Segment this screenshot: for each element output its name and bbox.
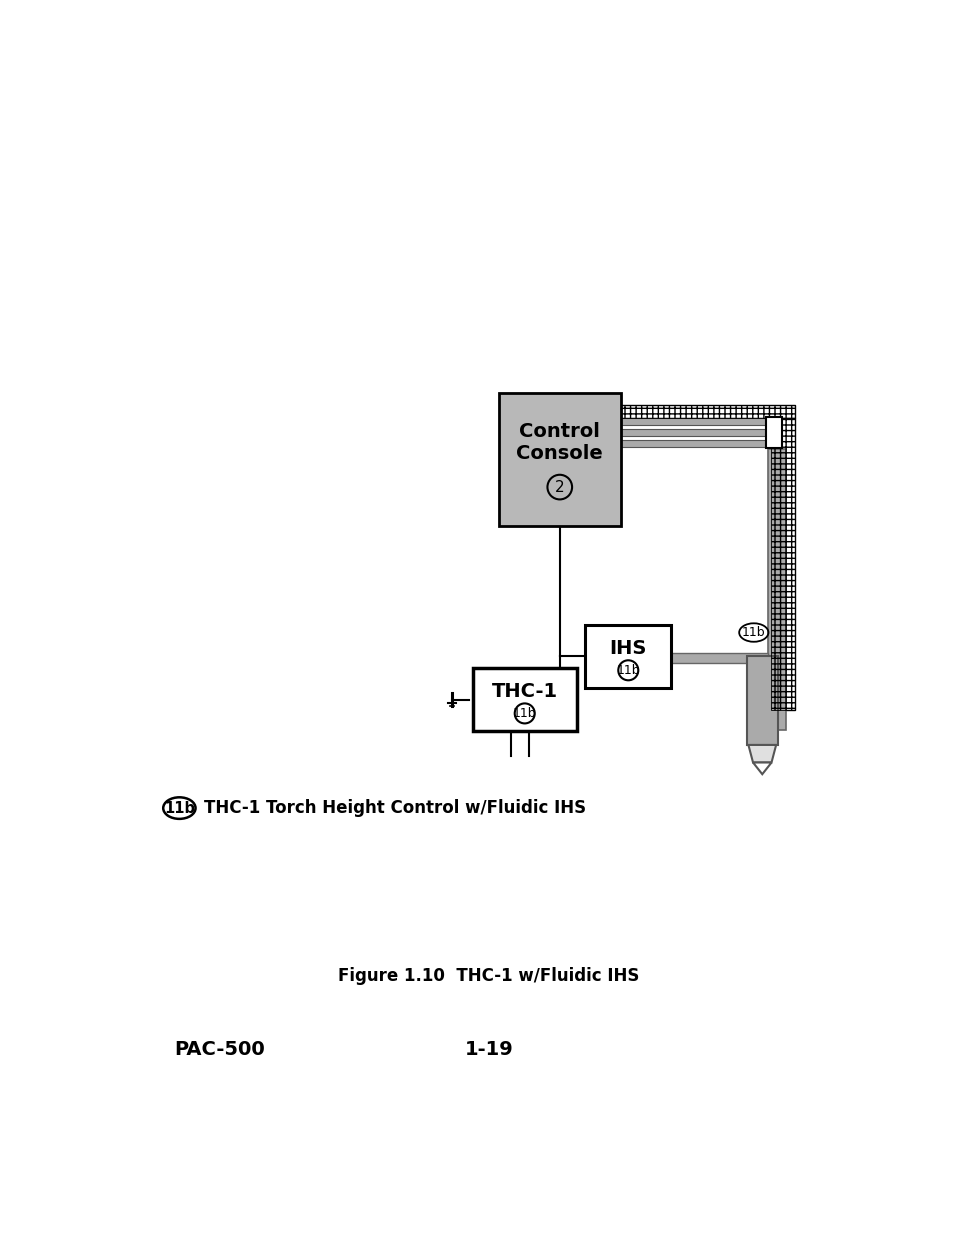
Bar bbox=[620, 405, 795, 419]
Polygon shape bbox=[752, 762, 771, 774]
Text: 2: 2 bbox=[555, 479, 564, 494]
Bar bbox=[770, 419, 795, 710]
Text: THC-1 Torch Height Control w/Fluidic IHS: THC-1 Torch Height Control w/Fluidic IHS bbox=[204, 799, 585, 818]
Text: IHS: IHS bbox=[609, 638, 646, 658]
Bar bbox=[746, 656, 777, 745]
Bar bbox=[498, 393, 620, 526]
Text: 11b: 11b bbox=[164, 800, 194, 815]
Text: 11b: 11b bbox=[513, 706, 536, 720]
Text: PAC-500: PAC-500 bbox=[173, 1040, 265, 1058]
Text: 11b: 11b bbox=[741, 626, 765, 638]
Text: THC-1: THC-1 bbox=[491, 682, 558, 700]
Bar bbox=[620, 430, 770, 436]
Polygon shape bbox=[748, 745, 776, 762]
Text: 11b: 11b bbox=[616, 663, 639, 677]
Text: Figure 1.10  THC-1 w/Fluidic IHS: Figure 1.10 THC-1 w/Fluidic IHS bbox=[338, 967, 639, 986]
Text: Control
Console: Control Console bbox=[516, 421, 602, 463]
Bar bbox=[620, 405, 795, 419]
Bar bbox=[765, 417, 781, 448]
Bar bbox=[767, 450, 785, 730]
Bar bbox=[620, 440, 770, 447]
Bar bbox=[473, 668, 577, 731]
Bar bbox=[671, 652, 767, 663]
Bar bbox=[584, 625, 671, 688]
Bar bbox=[620, 419, 770, 425]
Bar bbox=[770, 419, 795, 710]
Text: 1-19: 1-19 bbox=[464, 1040, 513, 1058]
